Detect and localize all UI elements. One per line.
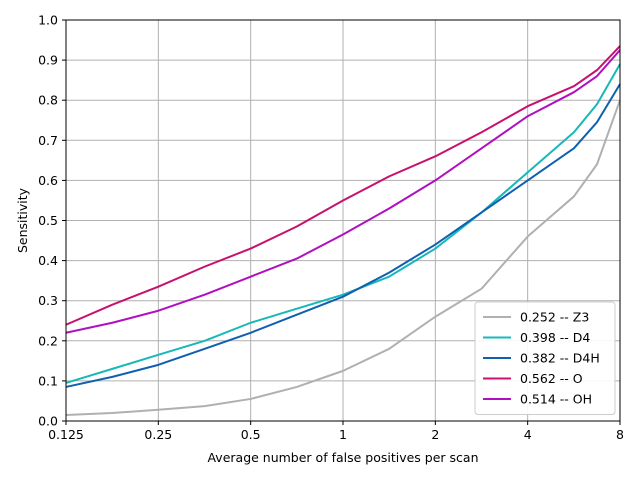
x-tick-label: 1 (339, 427, 347, 442)
y-ticks: 0.0 0.1 0.2 0.3 0.4 0.5 0.6 0.7 0.8 0.9 1.0 (38, 13, 66, 429)
legend-box (474, 301, 616, 415)
x-ticks: 0.125 0.25 0.5 1 2 4 8 (48, 421, 624, 442)
y-tick-label: 0.2 (38, 333, 58, 348)
y-tick-label: 0.3 (38, 293, 58, 308)
series-line-1 (65, 99, 621, 416)
series-line-5 (65, 49, 621, 334)
series-line-3 (65, 83, 621, 388)
y-tick-label: 0.9 (38, 53, 58, 68)
y-axis-label: Sensitivity (15, 187, 30, 253)
y-tick-label: 0.4 (38, 253, 58, 268)
series-lines (65, 45, 621, 416)
x-tick-label: 4 (524, 427, 532, 442)
series-line-4 (65, 45, 621, 326)
legend-label: 0.382 -- D4H (520, 351, 600, 366)
legend-label: 0.562 -- O (520, 371, 583, 386)
y-tick-label: 0.6 (38, 173, 58, 188)
legend-label: 0.398 -- D4 (520, 330, 590, 345)
y-tick-label: 0.5 (38, 213, 58, 228)
y-tick-label: 0.8 (38, 93, 58, 108)
legend-label: 0.514 -- OH (520, 392, 592, 407)
x-axis-label: Average number of false positives per sc… (207, 450, 478, 465)
x-tick-label: 2 (431, 427, 439, 442)
legend-label: 0.252 -- Z3 (520, 310, 589, 325)
x-tick-label: 0.5 (241, 427, 261, 442)
y-tick-label: 0.1 (38, 373, 58, 388)
x-tick-label: 0.25 (144, 427, 172, 442)
x-tick-label: 8 (616, 427, 624, 442)
y-tick-label: 0.7 (38, 133, 58, 148)
y-tick-label: 0.0 (38, 414, 58, 429)
legend: 0.252 -- Z3 0.398 -- D4 0.382 -- D4H 0.562 … (474, 301, 616, 415)
x-tick-label: 0.125 (48, 427, 84, 442)
y-tick-label: 1.0 (38, 13, 58, 28)
